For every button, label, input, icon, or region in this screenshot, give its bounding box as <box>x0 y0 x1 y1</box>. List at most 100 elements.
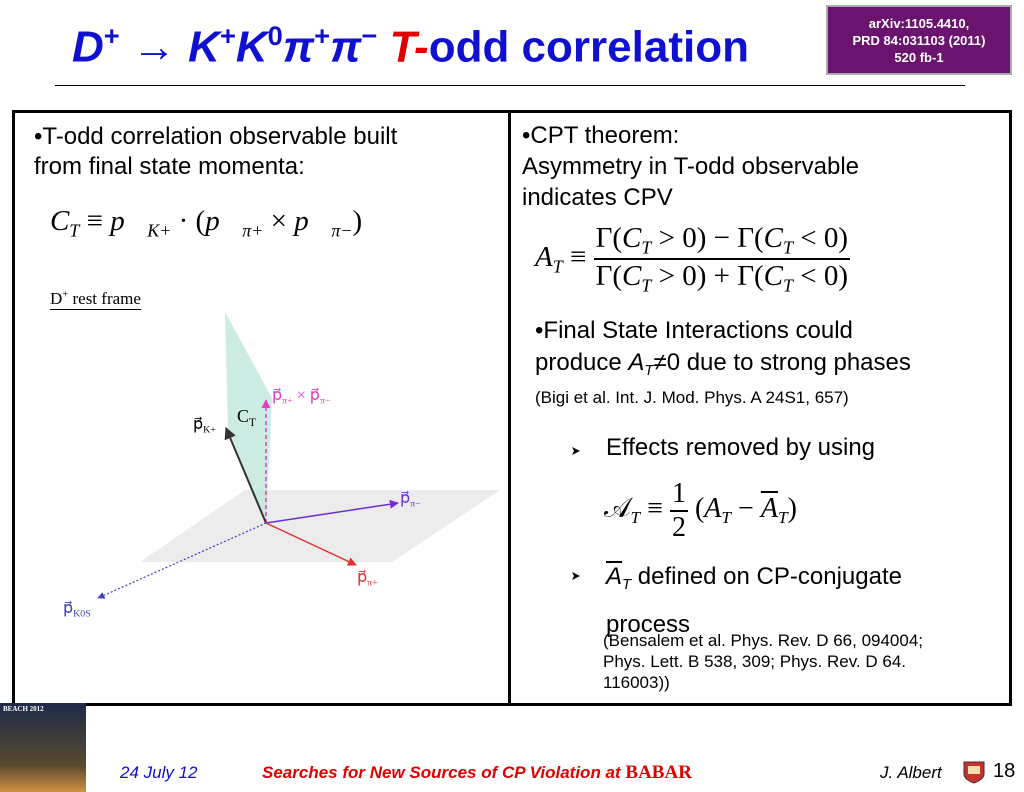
text-segment: × <box>263 205 295 237</box>
text-segment: K0S <box>73 608 91 620</box>
cpt-text: •CPT theorem: Asymmetry in T-odd observab… <box>522 120 859 213</box>
reference-badge: arXiv:1105.4410, PRD 84:031103 (2011) 520 … <box>826 5 1012 75</box>
text-segment: p⃗ <box>400 490 411 507</box>
pks-arrow <box>97 522 267 599</box>
text-segment: T <box>630 508 641 528</box>
text-segment: A <box>760 493 778 525</box>
text-line: 116003)) <box>603 673 670 692</box>
text-segment: T <box>783 275 793 296</box>
text-segment: T <box>249 416 256 429</box>
text-segment: 𝒜 <box>604 493 631 525</box>
fsi-text: •Final State Interactions could produce A… <box>535 315 911 387</box>
text-line: •T-odd correlation observable built <box>34 123 398 150</box>
footer-date: 24 July 12 <box>120 763 198 782</box>
text-segment: p⃗ <box>357 569 368 586</box>
text-line: •Final State Interactions could <box>535 315 911 347</box>
footer-author: J. Albert <box>880 763 942 782</box>
slide-title: D+ → K+K0π+π− T-odd correlation <box>72 20 749 72</box>
text-segment: Γ( <box>595 222 623 254</box>
text-line: AT defined on CP-conjugate <box>606 557 902 605</box>
text-segment: process <box>606 611 691 639</box>
cross-label: p⃗π+ × p⃗π− <box>272 385 331 406</box>
ppip-arrow <box>265 522 357 566</box>
at-denominator: Γ(CT > 0) + Γ(CT < 0) <box>596 260 848 296</box>
text-segment: p⃗ <box>63 600 74 617</box>
text-segment: C <box>622 260 642 293</box>
eq2-rhs: (AT − AT) <box>695 493 797 528</box>
text-segment: K+ <box>203 424 216 436</box>
at-equation: AT ≡ Γ(CT > 0) − Γ(CT < 0) Γ(CT > 0) + Γ(… <box>535 222 851 297</box>
text-segment: π+ <box>282 395 293 407</box>
text-segment: T <box>783 237 793 258</box>
text-segment: > 0) − Γ( <box>651 222 764 254</box>
text-segment: p⃗ <box>193 416 204 433</box>
university-crest <box>963 761 985 784</box>
half-num: 1 <box>669 478 688 512</box>
content-frame <box>12 110 1012 706</box>
sub-bullet-arrow <box>572 447 580 580</box>
text-segment: K+ <box>147 220 172 241</box>
text-segment: π− <box>319 395 331 407</box>
text-segment: T <box>721 508 732 528</box>
text-segment: C <box>50 205 70 237</box>
eq2-lhs: 𝒜T ≡ <box>604 493 670 528</box>
momentum-plane <box>140 490 500 562</box>
frame-label: D+ rest frame <box>50 289 141 310</box>
text-line: 520 fb-1 <box>894 50 944 65</box>
text-segment: + <box>103 20 120 51</box>
text-line: (Bensalem et al. Phys. Rev. D 66, 094004… <box>603 631 924 650</box>
text-line: from final state momenta: <box>34 153 305 180</box>
text-segment: → <box>119 22 189 72</box>
pks-label: p⃗K0S <box>63 598 91 619</box>
text-line: produce AT≠0 due to strong phases <box>535 347 911 387</box>
footer-talk: Searches for New Sources of CP Violation… <box>262 762 692 784</box>
text-segment: T <box>622 577 632 594</box>
thumbnail-text: BEACH 2012 <box>3 705 44 713</box>
ct-label: CT <box>237 406 256 429</box>
text-segment: A <box>704 493 722 525</box>
text-segment: C <box>237 406 250 426</box>
text-segment: × p⃗ <box>292 387 320 404</box>
talk-title: Searches for New Sources of CP Violation… <box>262 763 621 782</box>
text-segment: T <box>641 275 652 296</box>
text-segment: D <box>50 289 63 308</box>
text-segment: A <box>535 240 553 273</box>
text-line: PRD 84:031103 (2011) <box>852 33 986 48</box>
at-numerator: Γ(CT > 0) − Γ(CT < 0) <box>593 222 851 261</box>
pk-label: p⃗K+ <box>193 414 216 435</box>
defined-text: AT defined on CP-conjugate process <box>606 557 902 645</box>
text-segment: rest frame <box>68 289 141 308</box>
text-segment: π <box>330 22 362 72</box>
text-segment: < 0) <box>793 222 849 254</box>
text-segment: ) <box>352 205 363 237</box>
text-segment: A <box>606 563 623 590</box>
text-segment: π+ <box>367 577 378 589</box>
text-segment: p⃗ <box>294 205 332 237</box>
text-segment: produce <box>535 349 629 376</box>
text-segment: π− <box>410 498 421 510</box>
text-segment: ) <box>787 493 797 525</box>
text-line: Asymmetry in T-odd observable <box>522 153 860 180</box>
text-segment: ≡ <box>640 493 670 525</box>
text-segment: K <box>235 22 268 72</box>
experiment: BABAR <box>625 762 692 783</box>
text-line: Phys. Lett. B 538, 309; Phys. Rev. D 64. <box>603 652 907 671</box>
text-segment: T <box>777 508 788 528</box>
text-segment: < 0) <box>793 260 849 293</box>
text-segment: − <box>731 493 761 525</box>
ppim-arrow <box>265 499 399 524</box>
text-segment: C <box>622 222 642 254</box>
text-segment: π <box>282 22 315 72</box>
text-segment: •Final State Interactions could <box>535 317 853 344</box>
at-lhs: AT ≡ <box>535 240 594 276</box>
text-segment: K <box>188 22 220 72</box>
text-segment: defined on CP-conjugate <box>631 563 902 590</box>
text-segment: T <box>69 220 80 241</box>
page-number: 18 <box>993 760 1016 782</box>
text-segment: ≡ <box>79 205 111 237</box>
ct-equation: CT ≡ p⃗K+ · (p⃗π+ × p⃗π−) <box>50 205 362 241</box>
